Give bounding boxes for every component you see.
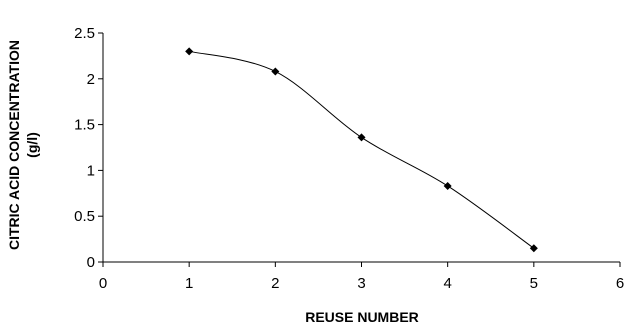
data-point-marker	[357, 133, 366, 142]
y-axis-ticks: 0 0.5 1 1.5 2 2.5	[74, 25, 103, 271]
y-tick-label: 2.5	[74, 25, 95, 42]
x-tick-label: 6	[616, 275, 624, 292]
data-point-marker	[185, 47, 194, 56]
data-series	[185, 47, 538, 253]
x-tick-label: 0	[99, 275, 107, 292]
x-axis-title: REUSE NUMBER	[305, 309, 419, 325]
y-tick-label: 0.5	[74, 208, 95, 225]
y-axis-title-group: CITRIC ACID CONCENTRATION (g/l)	[6, 40, 40, 250]
axes	[102, 33, 620, 263]
y-tick-label: 1.5	[74, 117, 95, 134]
x-tick-label: 2	[271, 275, 279, 292]
x-tick-label: 3	[357, 275, 365, 292]
data-point-marker	[271, 67, 280, 76]
x-tick-label: 4	[443, 275, 451, 292]
data-point-marker	[443, 181, 452, 190]
y-tick-label: 2	[87, 71, 95, 88]
y-axis-title-line-2: (g/l)	[24, 132, 40, 158]
y-tick-label: 1	[87, 162, 95, 179]
x-tick-label: 1	[185, 275, 193, 292]
x-tick-label: 5	[530, 275, 538, 292]
data-point-marker	[529, 244, 538, 253]
y-tick-label: 0	[87, 254, 95, 271]
y-axis-title-line-1: CITRIC ACID CONCENTRATION	[6, 40, 22, 250]
series-line	[189, 50, 535, 249]
x-axis-ticks: 0 1 2 3 4 5 6	[99, 262, 624, 292]
